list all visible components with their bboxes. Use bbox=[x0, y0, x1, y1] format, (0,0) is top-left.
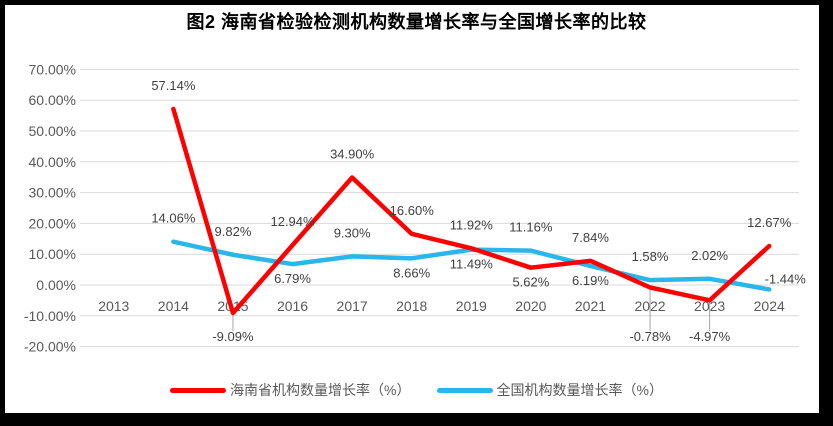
y-axis-tick-label: 0.00% bbox=[36, 277, 76, 293]
legend-item-national: 全国机构数量增长率（%） bbox=[436, 380, 663, 400]
data-label-hainan: 12.94% bbox=[270, 214, 315, 229]
x-axis-label: 2017 bbox=[337, 298, 368, 314]
legend-swatch-national bbox=[436, 387, 493, 393]
data-label-hainan: 7.84% bbox=[572, 230, 609, 245]
series-line-hainan bbox=[171, 106, 772, 316]
data-label-hainan: 16.60% bbox=[390, 203, 435, 218]
y-axis-tick-label: 50.00% bbox=[29, 123, 76, 139]
x-axis-label: 2019 bbox=[456, 298, 487, 314]
data-label-hainan: 11.92% bbox=[450, 217, 494, 232]
y-axis-tick-label: -20.00% bbox=[24, 339, 76, 355]
x-axis-label: 2021 bbox=[575, 298, 606, 314]
x-axis-label: 2020 bbox=[515, 298, 546, 314]
data-label-hainan: 5.62% bbox=[512, 275, 549, 290]
data-label-national: 8.66% bbox=[393, 265, 430, 280]
data-label-hainan: -0.78% bbox=[629, 329, 671, 344]
data-label-hainan: 12.67% bbox=[747, 215, 792, 230]
data-label-hainan: 34.90% bbox=[330, 147, 375, 162]
legend-label-national: 全国机构数量增长率（%） bbox=[496, 382, 663, 398]
data-label-national: 6.79% bbox=[274, 271, 311, 286]
y-axis-tick-label: 70.00% bbox=[29, 61, 76, 77]
chart-title: 图2 海南省检验检测机构数量增长率与全国增长率的比较 bbox=[186, 12, 647, 32]
data-label-national: 2.02% bbox=[691, 248, 728, 263]
legend-swatch-hainan bbox=[170, 387, 227, 393]
data-label-hainan: -4.97% bbox=[689, 329, 731, 344]
y-axis-tick-label: 60.00% bbox=[29, 92, 76, 108]
data-label-national: -1.44% bbox=[765, 271, 807, 286]
data-label-national: 14.06% bbox=[151, 211, 196, 226]
data-label-national: 9.82% bbox=[215, 224, 252, 239]
chart-legend: 海南省机构数量增长率（%） 全国机构数量增长率（%） bbox=[0, 380, 833, 400]
data-label-national: 1.58% bbox=[632, 249, 669, 264]
chart-background bbox=[5, 5, 819, 413]
x-axis-label: 2013 bbox=[98, 298, 129, 314]
legend-label-hainan: 海南省机构数量增长率（%） bbox=[230, 382, 411, 398]
data-label-national: 11.49% bbox=[450, 257, 494, 272]
data-label-hainan: -9.09% bbox=[212, 329, 254, 344]
data-label-national: 11.16% bbox=[509, 220, 553, 235]
x-axis-label: 2014 bbox=[158, 298, 189, 314]
x-axis-label: 2016 bbox=[277, 298, 308, 314]
y-axis-tick-label: -10.00% bbox=[24, 308, 76, 324]
data-label-national: 9.30% bbox=[334, 225, 371, 240]
x-axis-label: 2024 bbox=[754, 298, 785, 314]
y-axis-tick-label: 20.00% bbox=[29, 215, 76, 231]
y-axis-tick-label: 40.00% bbox=[29, 154, 76, 170]
legend-item-hainan: 海南省机构数量增长率（%） bbox=[170, 380, 411, 400]
y-axis-tick-label: 10.00% bbox=[29, 246, 76, 262]
x-axis-label: 2018 bbox=[396, 298, 427, 314]
data-label-national: 6.19% bbox=[572, 273, 609, 288]
y-axis-tick-label: 30.00% bbox=[29, 185, 76, 201]
data-label-hainan: 57.14% bbox=[151, 78, 196, 93]
